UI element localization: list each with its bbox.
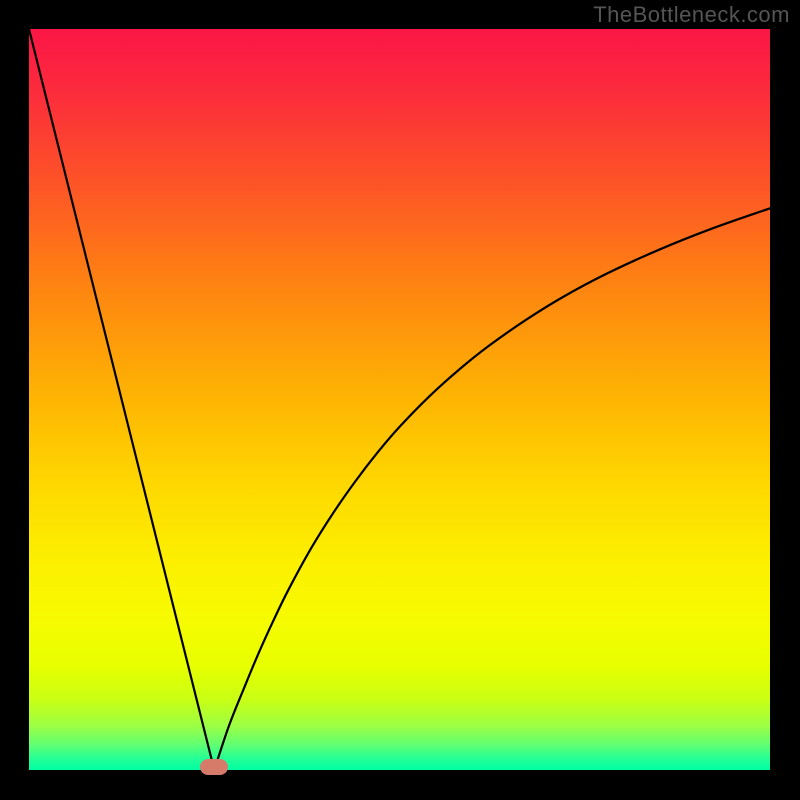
plot-area bbox=[29, 29, 770, 770]
plot-svg bbox=[29, 29, 770, 770]
bottleneck-curve-path bbox=[29, 29, 770, 770]
chart-container: TheBottleneck.com bbox=[0, 0, 800, 800]
watermark-text: TheBottleneck.com bbox=[593, 2, 790, 28]
min-marker bbox=[200, 759, 228, 775]
